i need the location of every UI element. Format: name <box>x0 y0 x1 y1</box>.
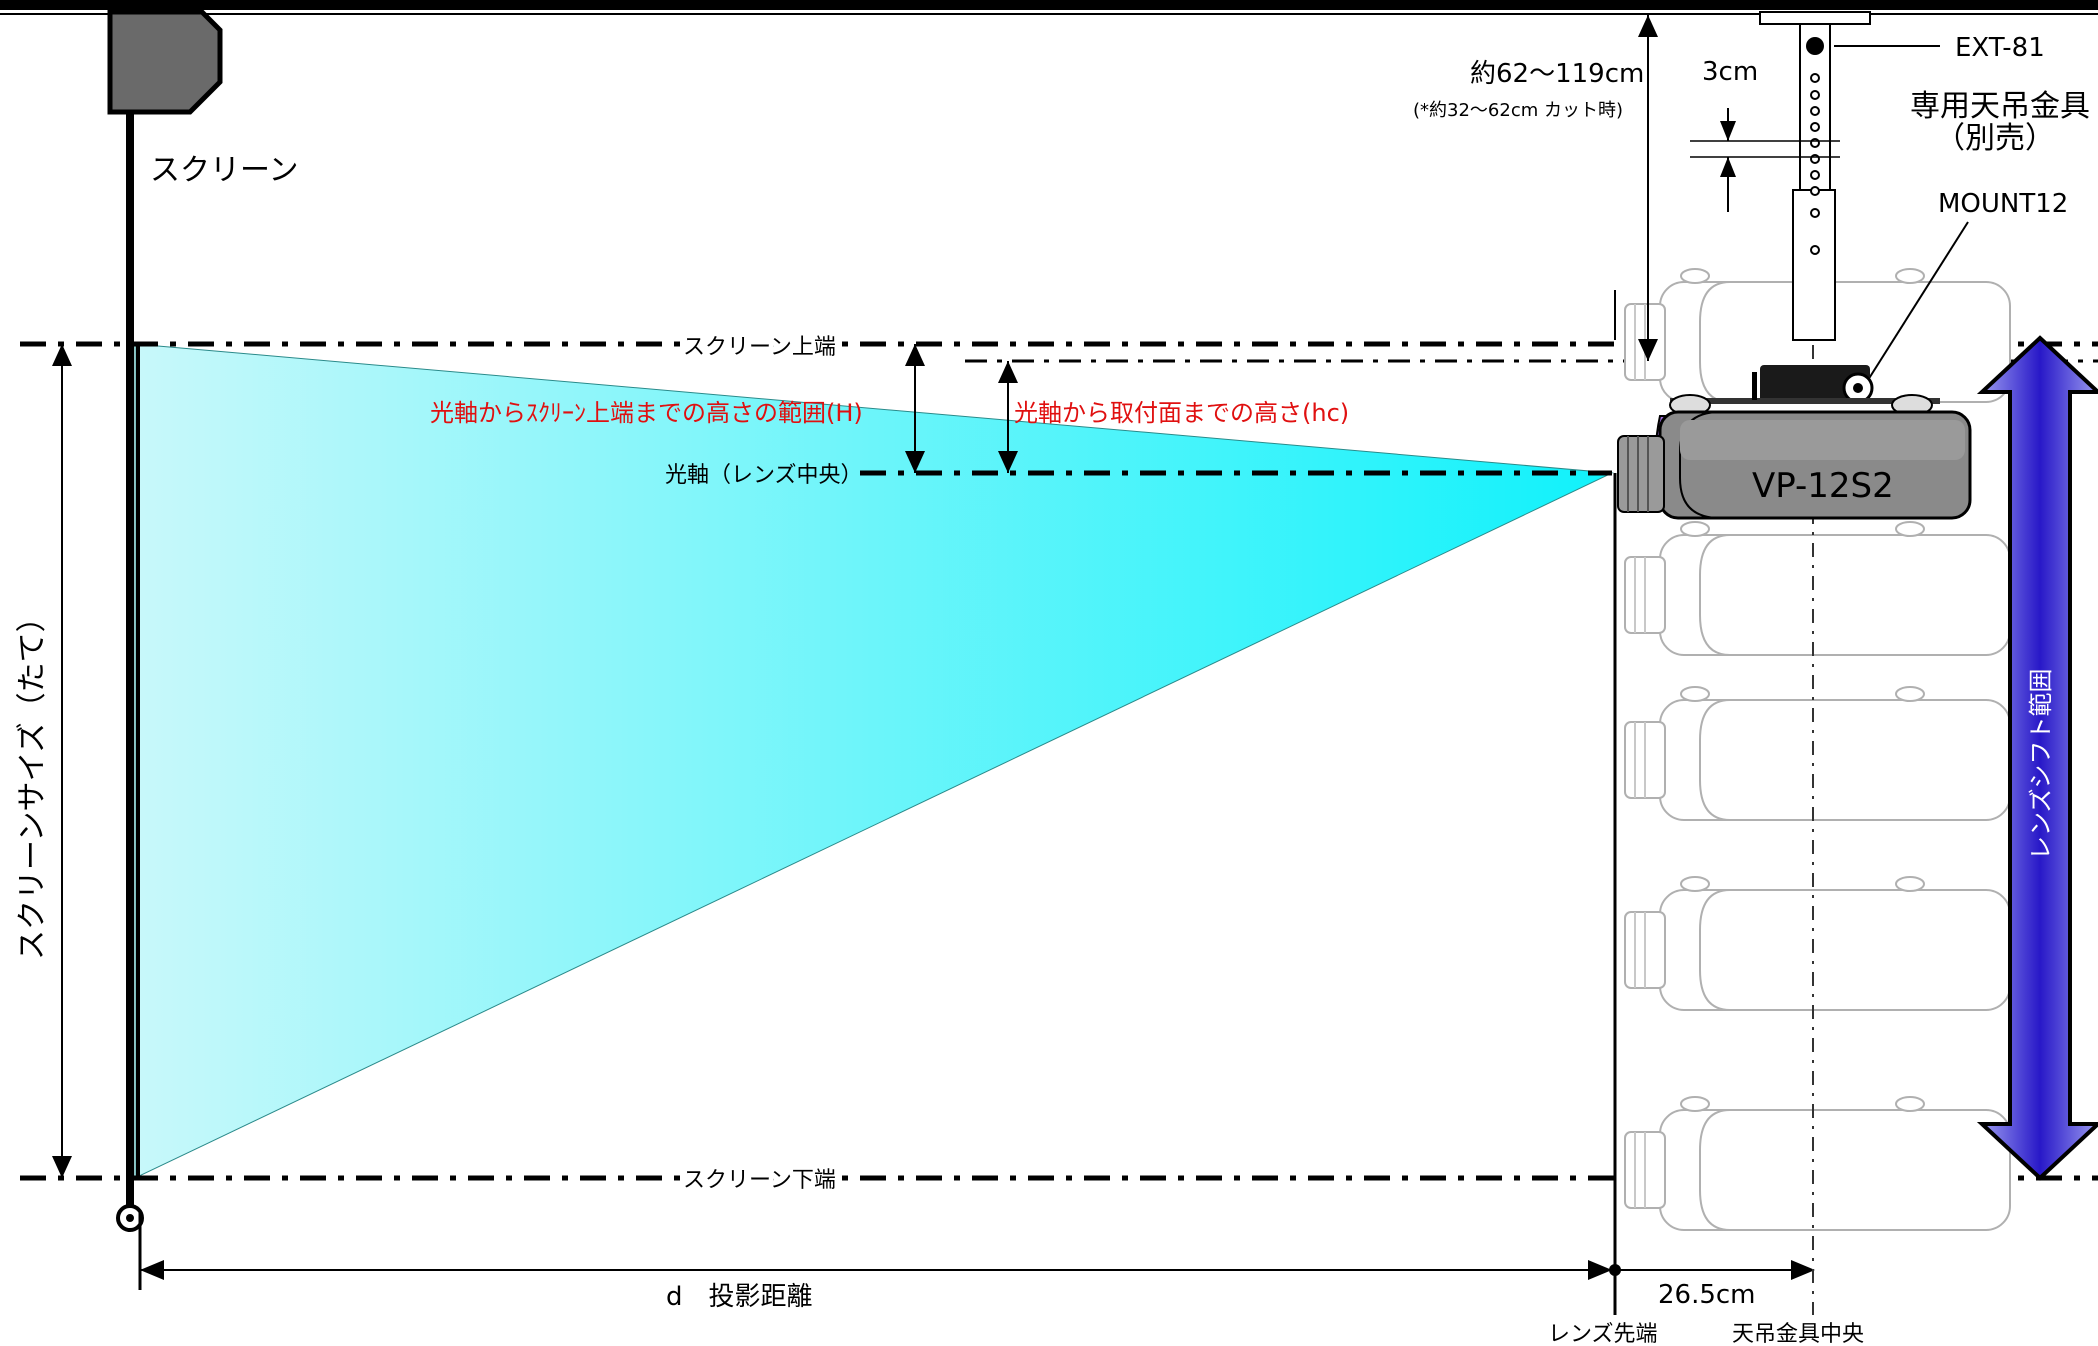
screen-bottom-label: スクリーン下端 <box>683 1168 836 1193</box>
projector-icon <box>1617 394 1972 520</box>
pole-length-dimension <box>1614 15 1658 361</box>
lens-shift-range-label: レンズシフト範囲 <box>2027 668 2055 860</box>
ceiling <box>0 0 2098 15</box>
mount-model-label: MOUNT12 <box>1938 189 2068 219</box>
mount-leader-line <box>1867 221 1969 381</box>
projection-beam <box>134 343 1614 1179</box>
screen-size-dimension <box>52 344 72 1178</box>
throw-distance-label: d 投影距離 <box>666 1282 813 1312</box>
range-h-dimension <box>905 344 925 473</box>
bracket-sub-label: （別売） <box>1935 121 2055 156</box>
bracket-title-label: 専用天吊金具 <box>1910 89 2090 124</box>
screen-label: スクリーン <box>150 153 299 188</box>
screen-size-label: スクリーンサイズ（たて） <box>15 602 50 960</box>
pitch-label: 3cm <box>1702 57 1758 87</box>
projector-model-label: VP-12S2 <box>1752 466 1894 506</box>
mount-center-label: 天吊金具中央 <box>1732 1322 1864 1346</box>
range-h-label: 光軸からｽｸﾘｰﾝ上端までの高さの範囲(H) <box>430 399 863 427</box>
throw-distance-dimension <box>140 1260 1621 1280</box>
optical-axis-label: 光軸（レンズ中央） <box>665 463 863 488</box>
lens-tip-label: レンズ先端 <box>1548 1322 1658 1346</box>
pole-length-note: (*約32～62cm カット時) <box>1413 100 1623 121</box>
mount-bracket <box>1670 365 1940 404</box>
height-hc-dimension <box>998 361 1018 473</box>
pitch-dimension <box>1690 108 1840 212</box>
mount-offset-label: 26.5cm <box>1658 1280 1756 1310</box>
mount-offset-dimension <box>1615 1260 1815 1280</box>
height-hc-label: 光軸から取付面までの高さ(hc) <box>1014 399 1349 427</box>
lens-shift-range-arrow <box>1976 335 2098 1181</box>
ext-model-label: EXT-81 <box>1955 33 2045 63</box>
screen-top-label: スクリーン上端 <box>683 335 836 360</box>
screen-case-icon <box>107 9 223 115</box>
pole-length-label: 約62～119cm <box>1470 59 1644 89</box>
